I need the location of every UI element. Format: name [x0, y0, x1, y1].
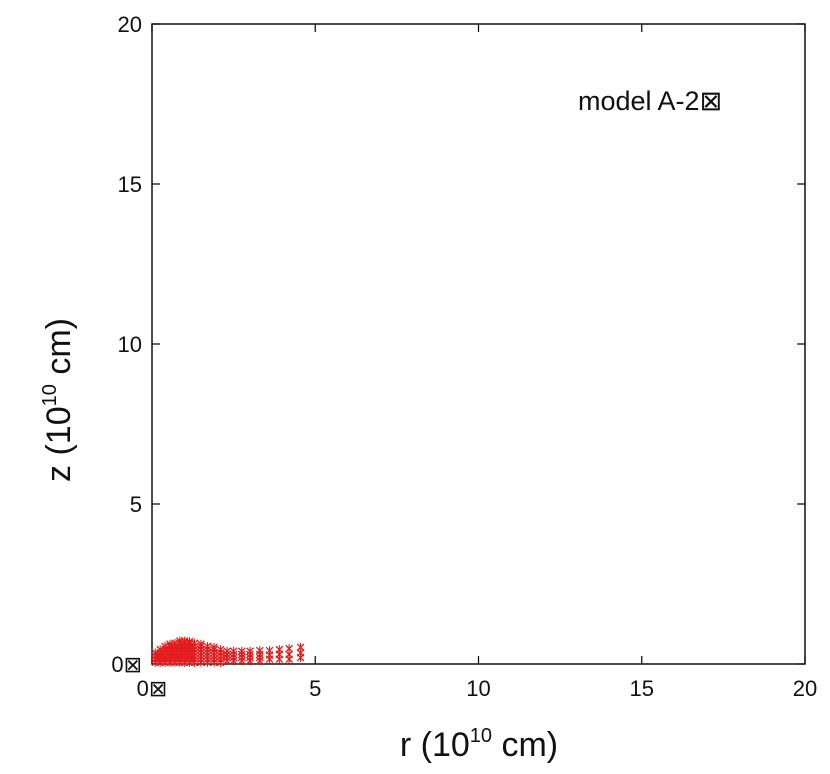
y-tick-label: 20: [118, 12, 142, 37]
data-point: [203, 642, 212, 651]
x-axis-label: r (1010 cm): [400, 725, 558, 764]
plot-frame: [151, 23, 806, 665]
y-tick-label: 0⊠: [111, 652, 142, 677]
y-tick-label: 10: [118, 332, 142, 357]
data-point: [255, 646, 264, 655]
data-point: [223, 646, 231, 656]
y-tick-labels: 0⊠ 5 10 15 20: [111, 12, 142, 677]
x-tick-label: 15: [630, 676, 654, 701]
y-axis-label: z (1010 cm): [39, 318, 78, 482]
data-point: [197, 639, 205, 649]
x-tick-label: 20: [793, 676, 817, 701]
data-point: [265, 646, 274, 655]
x-axis-label-exponent: 10: [470, 725, 492, 747]
data-point: [216, 645, 225, 654]
data-point: [285, 644, 293, 654]
y-tick-label: 15: [118, 172, 142, 197]
data-markers: [151, 636, 305, 667]
data-point: [246, 646, 254, 656]
x-tick-label: 0⊠: [137, 676, 168, 701]
x-tick-label: 10: [466, 676, 490, 701]
x-tick-label: 5: [309, 676, 321, 701]
data-point: [237, 646, 246, 656]
tick-marks: [151, 23, 806, 665]
y-tick-label: 5: [130, 492, 142, 517]
data-point: [275, 645, 284, 654]
data-point: [210, 642, 218, 652]
x-tick-labels: 0⊠ 5 10 15 20: [137, 676, 818, 701]
data-point: [229, 646, 238, 656]
data-point: [296, 642, 305, 652]
y-axis-label-exponent: 10: [39, 384, 61, 406]
model-annotation: model A-2⊠: [578, 86, 722, 116]
data-point: [190, 638, 199, 648]
